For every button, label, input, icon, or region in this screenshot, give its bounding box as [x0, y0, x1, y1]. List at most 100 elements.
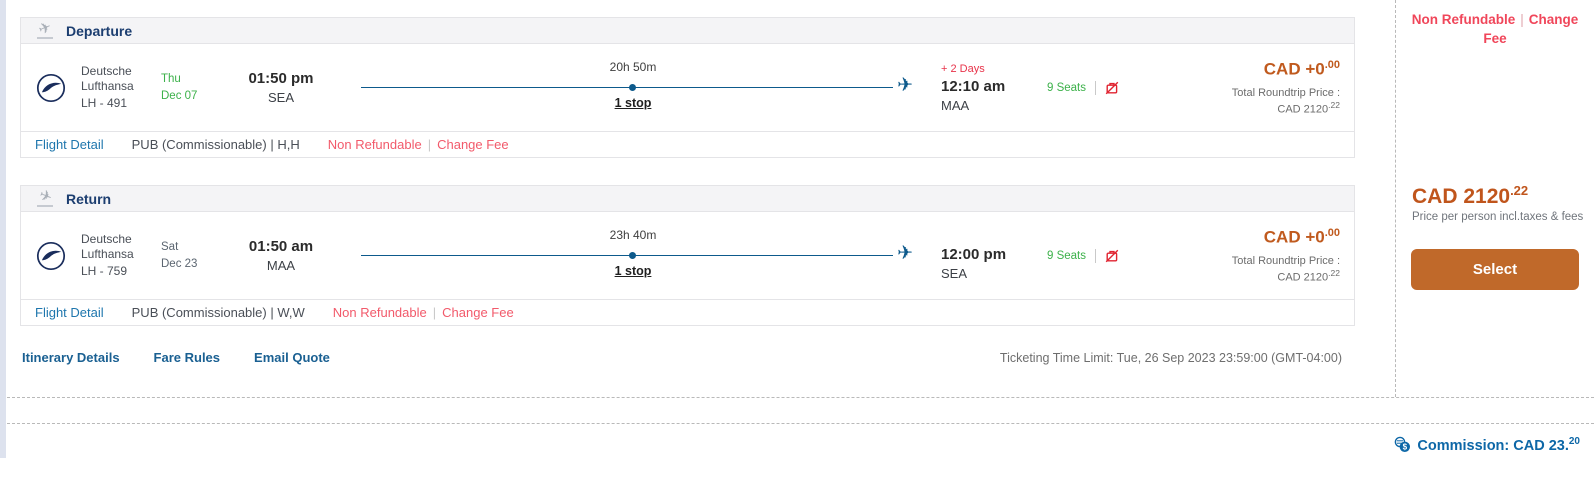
departure-date: Thu Dec 07 [161, 71, 225, 104]
arrive-airport: SEA [941, 265, 968, 281]
fare-basis-code: PUB (Commissionable) | H,H [131, 137, 300, 152]
departure-date-value: Dec 07 [161, 89, 198, 102]
depart-airport: SEA [267, 90, 294, 105]
departure-section-title: Departure [66, 22, 133, 39]
coins-dollar-icon: $ [1395, 437, 1411, 453]
pipe-separator: | [432, 305, 437, 320]
departure-card: ✈ Departure Deutsche Lufthansa LH - 491 … [20, 17, 1355, 158]
itinerary-details-link[interactable]: Itinerary Details [22, 350, 120, 365]
non-refundable-label: Non Refundable [327, 137, 422, 152]
fare-block: CAD +0.00 Total Roundtrip Price : CAD 21… [1139, 59, 1354, 115]
lufthansa-crane-icon [36, 241, 66, 270]
price-per-person-note: Price per person incl.taxes & fees [1412, 211, 1584, 223]
departure-flight-row: Deutsche Lufthansa LH - 491 Thu Dec 07 0… [20, 43, 1355, 131]
flight-duration: 20h 50m [609, 59, 657, 74]
flight-number: LH - 491 [81, 96, 128, 110]
fare-delta: CAD +0.00 [1139, 227, 1340, 248]
return-detail-row: Flight Detail PUB (Commissionable) | W,W… [20, 299, 1355, 326]
takeoff-plane-icon: ✈ [35, 17, 54, 39]
airline-name: Deutsche Lufthansa [81, 64, 134, 93]
total-price-label: Total Roundtrip Price : [1231, 255, 1340, 267]
airline-info: Deutsche Lufthansa LH - 759 [81, 232, 161, 279]
non-refundable-label: Non Refundable [1411, 12, 1516, 27]
depart-airport: MAA [266, 258, 296, 273]
refundability-note: Non Refundable | Change Fee [328, 137, 509, 152]
fare-block: CAD +0.00 Total Roundtrip Price : CAD 21… [1139, 227, 1354, 283]
divider [1095, 248, 1096, 263]
return-day: Sat [161, 240, 179, 253]
arrive-airport: MAA [941, 97, 970, 113]
plus-days-label: + 2 Days [941, 62, 985, 75]
departure-time-block: 01:50 am MAA [225, 238, 337, 273]
fare-basis-code: PUB (Commissionable) | W,W [131, 305, 305, 320]
seats-count: 9 Seats [1047, 249, 1086, 262]
total-price-main: CAD 2120 [1277, 103, 1329, 116]
airline-logo [21, 241, 81, 271]
airline-info: Deutsche Lufthansa LH - 491 [81, 64, 161, 111]
arrival-time-block: 12:00 pm SEA [941, 231, 1027, 281]
flight-detail-link[interactable]: Flight Detail [35, 305, 104, 320]
stops-link[interactable]: 1 stop [614, 95, 652, 110]
no-baggage-icon [1105, 81, 1119, 94]
flight-detail-link[interactable]: Flight Detail [35, 137, 104, 152]
page-left-strip [0, 0, 6, 458]
arrive-time: 12:10 am [941, 77, 1006, 95]
commission-amount: Commission: CAD 23.20 [1417, 436, 1580, 454]
price-summary-panel: Non Refundable | Change Fee CAD 2120.22 Pr… [1395, 0, 1594, 397]
commission-cents: 20 [1568, 436, 1580, 447]
total-fare-main: CAD 2120 [1412, 185, 1511, 208]
divider-dashed-top [7, 397, 1594, 398]
lufthansa-crane-icon [36, 73, 66, 102]
seats-count: 9 Seats [1047, 81, 1086, 94]
airline-name: Deutsche Lufthansa [81, 232, 134, 261]
total-price-cents: .22 [1328, 268, 1340, 278]
itinerary-links-row: Itinerary Details Fare Rules Email Quote [22, 350, 330, 365]
change-fee-label: Change Fee [1483, 12, 1579, 46]
plane-right-icon: ✈ [897, 242, 913, 264]
arrival-time-block: + 2 Days 12:10 am MAA [941, 63, 1027, 113]
select-button[interactable]: Select [1411, 249, 1579, 290]
pipe-separator: | [427, 137, 432, 152]
total-price: CAD 2120.22 [1139, 100, 1340, 116]
seats-info: 9 Seats [1027, 80, 1139, 95]
stops-link[interactable]: 1 stop [614, 263, 652, 278]
total-price-label: Total Roundtrip Price : [1231, 87, 1340, 99]
total-fare-cents: .22 [1510, 183, 1529, 198]
stop-dot-icon [629, 83, 636, 91]
depart-time: 01:50 am [248, 238, 314, 255]
divider-dashed-bottom [7, 423, 1594, 424]
panel-refundability-note: Non Refundable | Change Fee [1410, 11, 1580, 49]
pipe-separator: | [1520, 12, 1524, 27]
divider [1095, 80, 1096, 95]
flight-path: 23h 40m ✈ 1 stop [361, 225, 913, 287]
departure-time-block: 01:50 pm SEA [225, 70, 337, 105]
no-baggage-icon [1105, 249, 1119, 262]
departure-header: ✈ Departure [20, 17, 1355, 43]
departure-day: Thu [161, 72, 181, 85]
fare-rules-link[interactable]: Fare Rules [153, 350, 221, 365]
refundability-note: Non Refundable | Change Fee [333, 305, 514, 320]
plus-days-label [941, 231, 1027, 246]
fare-delta-main: CAD +0 [1263, 60, 1325, 79]
landing-plane-icon: ✈ [36, 185, 55, 207]
fare-delta-cents: .00 [1324, 59, 1340, 72]
change-fee-label: Change Fee [442, 305, 514, 320]
return-date: Sat Dec 23 [161, 239, 225, 272]
change-fee-label: Change Fee [437, 137, 509, 152]
airline-logo [21, 73, 81, 103]
flight-path-line [361, 254, 893, 256]
ticketing-time-limit: Ticketing Time Limit: Tue, 26 Sep 2023 2… [999, 351, 1342, 365]
depart-time: 01:50 pm [248, 70, 314, 87]
flight-duration: 23h 40m [609, 227, 657, 242]
arrive-time: 12:00 pm [941, 245, 1007, 263]
svg-text:$: $ [1403, 443, 1408, 452]
departure-detail-row: Flight Detail PUB (Commissionable) | H,H… [20, 131, 1355, 158]
total-price: CAD 2120.22 [1139, 268, 1340, 284]
email-quote-link[interactable]: Email Quote [254, 350, 330, 365]
return-header: ✈ Return [20, 185, 1355, 211]
plane-right-icon: ✈ [897, 74, 913, 96]
commission-summary: $ Commission: CAD 23.20 [1394, 436, 1580, 454]
fare-delta-main: CAD +0 [1263, 228, 1325, 247]
total-price-cents: .22 [1328, 100, 1340, 110]
stop-dot-icon [629, 251, 636, 259]
